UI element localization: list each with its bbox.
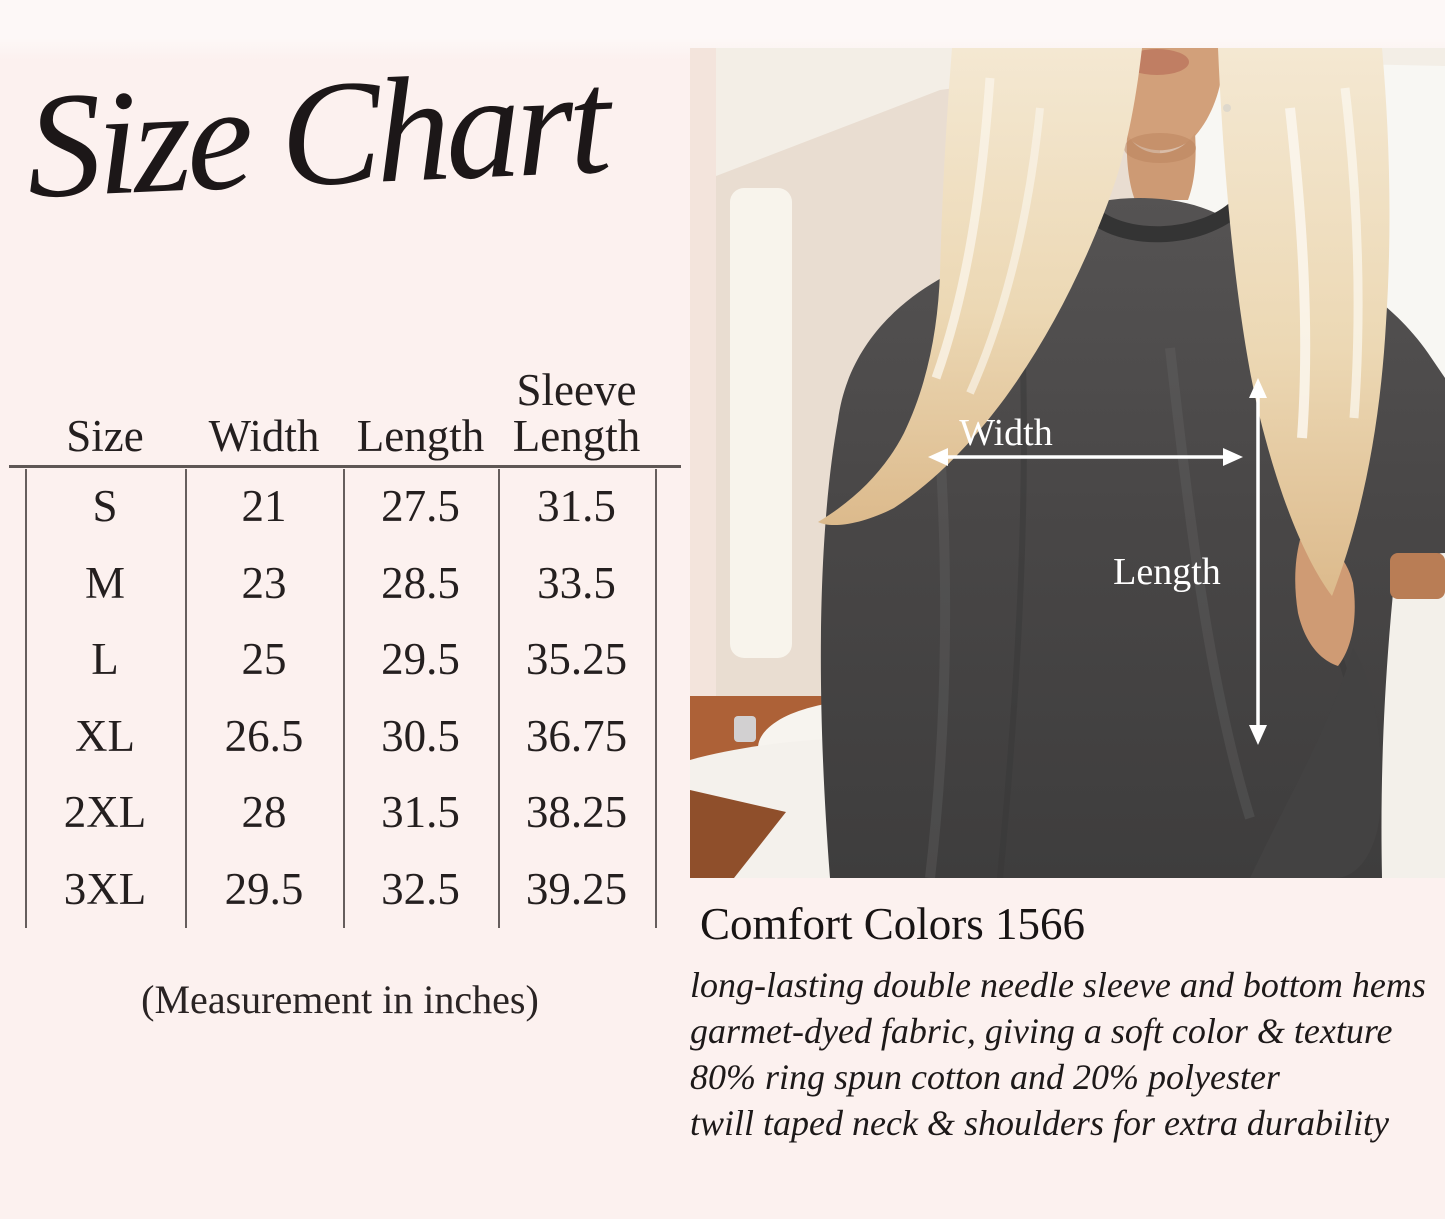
measurement-note: (Measurement in inches): [141, 977, 539, 1022]
size-table-header: Size Width Length Sleeve Length: [15, 365, 675, 466]
width-cell: 28: [241, 787, 287, 838]
product-features: long-lasting double needle sleeve and bo…: [690, 962, 1430, 1146]
col-header-length: Length: [356, 410, 485, 461]
feature-line: 80% ring spun cotton and 20% polyester: [690, 1057, 1280, 1097]
table-column-rule: [343, 469, 345, 928]
length-cell: 27.5: [381, 481, 460, 532]
size-cell: L: [91, 634, 119, 685]
sleeve-cell: 39.25: [525, 863, 628, 914]
sleeve-cell: 35.25: [525, 634, 628, 685]
length-cell: 28.5: [381, 557, 460, 608]
headboard-right: [1390, 553, 1445, 599]
length-cell: 30.5: [381, 710, 460, 761]
table-column-rule: [498, 469, 500, 928]
length-cell: 32.5: [381, 863, 460, 914]
sleeve-cell: 33.5: [537, 557, 616, 608]
photo-illustration: Width Length: [690, 48, 1445, 878]
sleeve-cell: 38.25: [525, 787, 628, 838]
ceiling: [690, 48, 1445, 186]
table-column-rule: [25, 469, 27, 928]
col-header-width: Width: [208, 410, 320, 461]
width-cell: 21: [241, 481, 287, 532]
feature-line: twill taped neck & shoulders for extra d…: [690, 1103, 1389, 1143]
size-cell: 3XL: [63, 863, 147, 914]
table-column-rule: [655, 469, 657, 928]
col-header-size: Size: [66, 410, 144, 461]
page-title: Size Chart: [22, 38, 609, 230]
col-header-sleeve-length: Sleeve Length: [498, 365, 655, 466]
product-photo: Width Length: [690, 48, 1445, 878]
sleeve-cell: 31.5: [537, 481, 616, 532]
fold-highlight: [925, 447, 951, 878]
table-column-rule: [185, 469, 187, 928]
width-cell: 25: [241, 634, 287, 685]
size-cell: M: [84, 557, 125, 608]
earring: [1223, 104, 1231, 112]
width-cell: 29.5: [224, 863, 304, 914]
hair-highlight: [966, 107, 1044, 395]
size-cell: XL: [75, 710, 135, 761]
length-cell: 31.5: [381, 787, 460, 838]
hair-highlight: [1285, 107, 1311, 439]
sleeve-bottom-right: [1250, 648, 1382, 878]
length-cell: 29.5: [381, 634, 460, 685]
table-top-rule: [9, 465, 681, 468]
sleeve-cell: 36.75: [525, 710, 628, 761]
sleeve-header-line1: Sleeve: [516, 365, 637, 415]
sweatshirt-collar: [1080, 198, 1246, 243]
width-annotation-label: Width: [959, 412, 1052, 454]
curtain: [730, 188, 792, 658]
hair-highlight: [1340, 87, 1363, 419]
sleeve-header-line2: Length: [512, 410, 641, 461]
fold-highlight: [1165, 347, 1255, 820]
hair-highlight: [931, 77, 995, 380]
bed-frame-corner: [690, 790, 786, 878]
length-annotation-label: Length: [1113, 551, 1221, 593]
size-cell: 2XL: [63, 787, 147, 838]
feature-line: long-lasting double needle sleeve and bo…: [690, 965, 1426, 1005]
feature-line: garmet-dyed fabric, giving a soft color …: [690, 1011, 1393, 1051]
length-arrow: [1249, 378, 1267, 745]
size-table: Size Width Length Sleeve Length S 21 27.…: [9, 365, 681, 930]
size-cell: S: [92, 481, 118, 532]
neck-shadow: [1124, 133, 1196, 163]
product-name: Comfort Colors 1566: [700, 899, 1086, 949]
width-cell: 23: [241, 557, 287, 608]
width-arrow: [928, 448, 1243, 466]
size-table-body: S 21 27.5 31.5 M 23 28.5 33.5 L 25 29.5 …: [15, 468, 675, 927]
hair-left: [818, 48, 1142, 526]
width-cell: 26.5: [224, 710, 304, 761]
headboard-glint: [734, 716, 756, 742]
